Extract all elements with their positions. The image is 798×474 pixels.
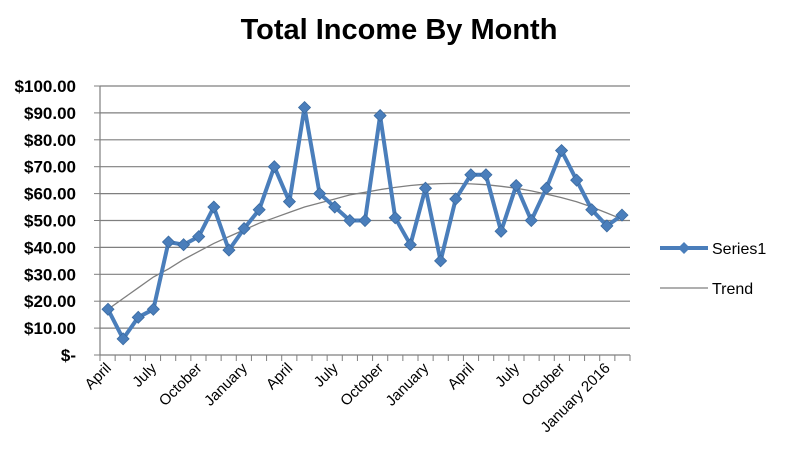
data-point bbox=[524, 213, 538, 228]
data-point bbox=[297, 100, 312, 115]
data-point bbox=[146, 302, 160, 316]
data-point bbox=[267, 160, 281, 174]
data-point bbox=[101, 302, 115, 316]
chart-title: Total Income By Month bbox=[240, 14, 558, 46]
data-point bbox=[464, 168, 478, 182]
data-point bbox=[177, 238, 191, 252]
x-tick-label: July bbox=[492, 359, 523, 390]
legend-series-label: Series1 bbox=[712, 241, 766, 258]
y-tick-label: $80.00 bbox=[24, 131, 76, 150]
data-point bbox=[252, 203, 266, 217]
data-point bbox=[313, 187, 327, 201]
trendline bbox=[107, 182, 623, 310]
y-tick-label: $90.00 bbox=[24, 104, 76, 123]
x-tick-label: July bbox=[311, 359, 342, 390]
y-tick-label: $20.00 bbox=[24, 292, 76, 311]
data-point bbox=[237, 222, 251, 236]
y-tick-label: $100.00 bbox=[15, 77, 76, 96]
data-point bbox=[615, 208, 629, 222]
gridlines bbox=[100, 85, 630, 329]
y-tick-label: $30.00 bbox=[24, 265, 76, 284]
x-tick-label: October bbox=[156, 360, 206, 410]
data-point bbox=[373, 109, 387, 123]
x-tick-label: October bbox=[337, 360, 387, 410]
data-point bbox=[585, 203, 599, 217]
series-layer bbox=[101, 100, 629, 346]
y-tick-label: $40.00 bbox=[24, 238, 76, 257]
data-point bbox=[328, 200, 342, 214]
data-point bbox=[161, 235, 176, 249]
data-point bbox=[449, 192, 463, 206]
data-point bbox=[403, 238, 417, 252]
data-point bbox=[131, 310, 145, 324]
data-point bbox=[207, 200, 221, 214]
data-point bbox=[282, 195, 296, 209]
data-point bbox=[509, 178, 523, 193]
y-tick-label: $- bbox=[61, 346, 76, 365]
trend-layer bbox=[107, 182, 623, 310]
data-point bbox=[554, 143, 569, 158]
x-tick-label: April bbox=[444, 360, 477, 393]
data-point bbox=[222, 243, 236, 257]
data-point bbox=[434, 254, 448, 268]
y-tick-label: $60.00 bbox=[24, 185, 76, 204]
x-tick-label: July bbox=[129, 359, 160, 390]
data-point bbox=[358, 213, 372, 228]
data-point bbox=[116, 332, 130, 346]
data-point bbox=[343, 213, 357, 228]
data-point bbox=[388, 211, 402, 225]
data-point bbox=[418, 181, 433, 195]
y-tick-label: $70.00 bbox=[24, 158, 76, 177]
data-point bbox=[570, 173, 584, 187]
y-tick-label: $10.00 bbox=[24, 319, 76, 338]
x-tick-label: January bbox=[201, 359, 251, 409]
data-point bbox=[192, 230, 206, 244]
data-point bbox=[479, 168, 493, 182]
x-tick-label: April bbox=[82, 360, 115, 393]
x-tick-label: January bbox=[383, 359, 433, 409]
legend-trend-label: Trend bbox=[712, 281, 753, 298]
y-tick-label: $50.00 bbox=[24, 212, 76, 231]
y-axis: $- $10.00 $20.00 $30.00 $40.00 $50.00 $60.00 $7… bbox=[15, 77, 101, 365]
data-point bbox=[539, 181, 553, 195]
legend: Series1 Trend bbox=[660, 241, 766, 298]
legend-series-marker bbox=[678, 242, 690, 254]
data-point bbox=[494, 224, 508, 238]
x-tick-label: April bbox=[263, 360, 296, 393]
data-point bbox=[600, 219, 614, 233]
